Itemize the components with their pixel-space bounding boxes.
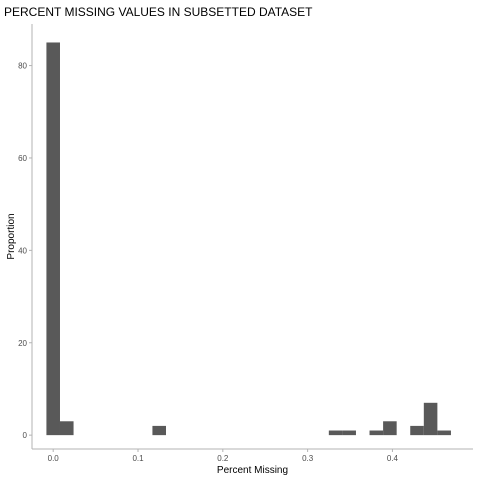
x-ticks-group: 0.0 0.1 0.2 0.3 0.4 [48, 449, 399, 463]
histogram-bar-3 [328, 430, 343, 436]
x-tick-label: 0.1 [132, 454, 144, 463]
y-axis-title: Proportion [6, 213, 17, 259]
chart-title: PERCENT MISSING VALUES IN SUBSETTED DATA… [4, 5, 313, 19]
histogram-bar-7 [410, 425, 424, 436]
x-tick-label: 0.2 [217, 454, 229, 463]
y-tick-label: 80 [18, 62, 27, 71]
histogram-bar-8 [423, 402, 438, 436]
x-axis-title: Percent Missing [217, 465, 288, 476]
histogram-bar-9 [437, 430, 451, 436]
y-tick-label: 40 [18, 246, 27, 255]
x-tick-label: 0.3 [302, 454, 314, 463]
x-tick-label: 0.4 [387, 454, 399, 463]
y-tick-label: 20 [18, 339, 27, 348]
histogram-bar-1 [59, 421, 74, 436]
histogram-bar-5 [369, 430, 384, 436]
histogram-bar-6 [383, 421, 397, 436]
histogram-bar-2 [152, 425, 166, 436]
histogram-bar-0 [46, 42, 60, 436]
y-tick-label: 60 [18, 154, 27, 163]
y-ticks-group: 0 20 40 60 80 [18, 62, 32, 440]
y-tick-label: 0 [23, 431, 28, 440]
x-tick-label: 0.0 [48, 454, 60, 463]
bars-group [46, 42, 451, 436]
histogram-bar-4 [342, 430, 356, 436]
